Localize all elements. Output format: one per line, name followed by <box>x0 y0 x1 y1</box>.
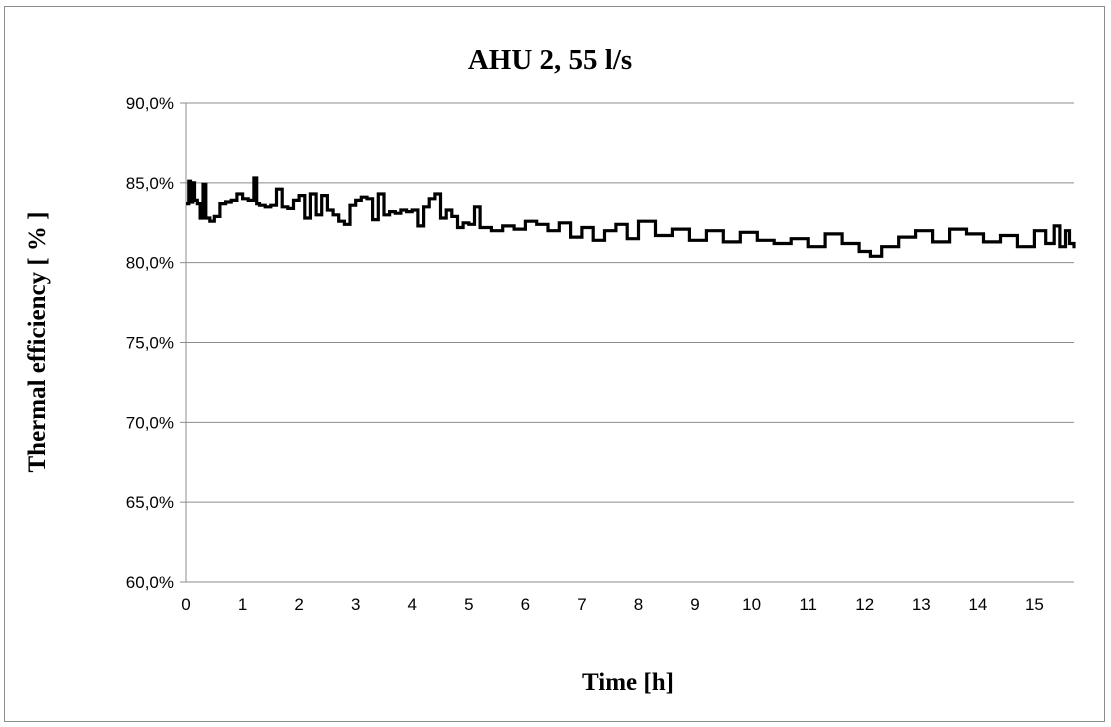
y-tick-labels: 60,0% 65,0% 70,0% 75,0% 80,0% 85,0% 90,0% <box>126 94 186 592</box>
y-tick-label: 65,0% <box>126 493 174 512</box>
x-tick-label: 3 <box>351 595 360 614</box>
x-tick-label: 9 <box>690 595 699 614</box>
x-tick-label: 5 <box>464 595 473 614</box>
x-tick-labels: 0 1 2 3 4 5 6 7 8 9 10 11 12 13 14 15 <box>181 595 1044 614</box>
y-tick-label: 85,0% <box>126 174 174 193</box>
x-tick-label: 6 <box>521 595 530 614</box>
series-line <box>186 176 1076 258</box>
x-tick-label: 1 <box>238 595 247 614</box>
y-tick-label: 75,0% <box>126 334 174 353</box>
x-tick-label: 12 <box>855 595 874 614</box>
y-axis-title: Thermal efficiency [ % ] <box>24 211 51 472</box>
y-tick-label: 80,0% <box>126 254 174 273</box>
x-tick-label: 13 <box>912 595 931 614</box>
x-tick-label: 14 <box>968 595 987 614</box>
gridlines <box>186 102 1074 503</box>
x-tick-label: 2 <box>294 595 303 614</box>
y-tick-label: 90,0% <box>126 94 174 113</box>
chart-title: AHU 2, 55 l/s <box>468 44 632 76</box>
y-tick-label: 60,0% <box>126 573 174 592</box>
x-tick-label: 8 <box>634 595 643 614</box>
series-layer <box>186 176 1076 258</box>
y-tick-label: 70,0% <box>126 413 174 432</box>
x-tick-label: 10 <box>742 595 761 614</box>
x-tick-label: 4 <box>408 595 417 614</box>
x-axis-title: Time [h] <box>582 669 674 696</box>
x-tick-label: 0 <box>181 595 190 614</box>
x-tick-label: 7 <box>577 595 586 614</box>
x-tick-label: 11 <box>799 595 817 614</box>
chart-frame <box>4 6 1105 722</box>
x-tick-label: 15 <box>1025 595 1044 614</box>
